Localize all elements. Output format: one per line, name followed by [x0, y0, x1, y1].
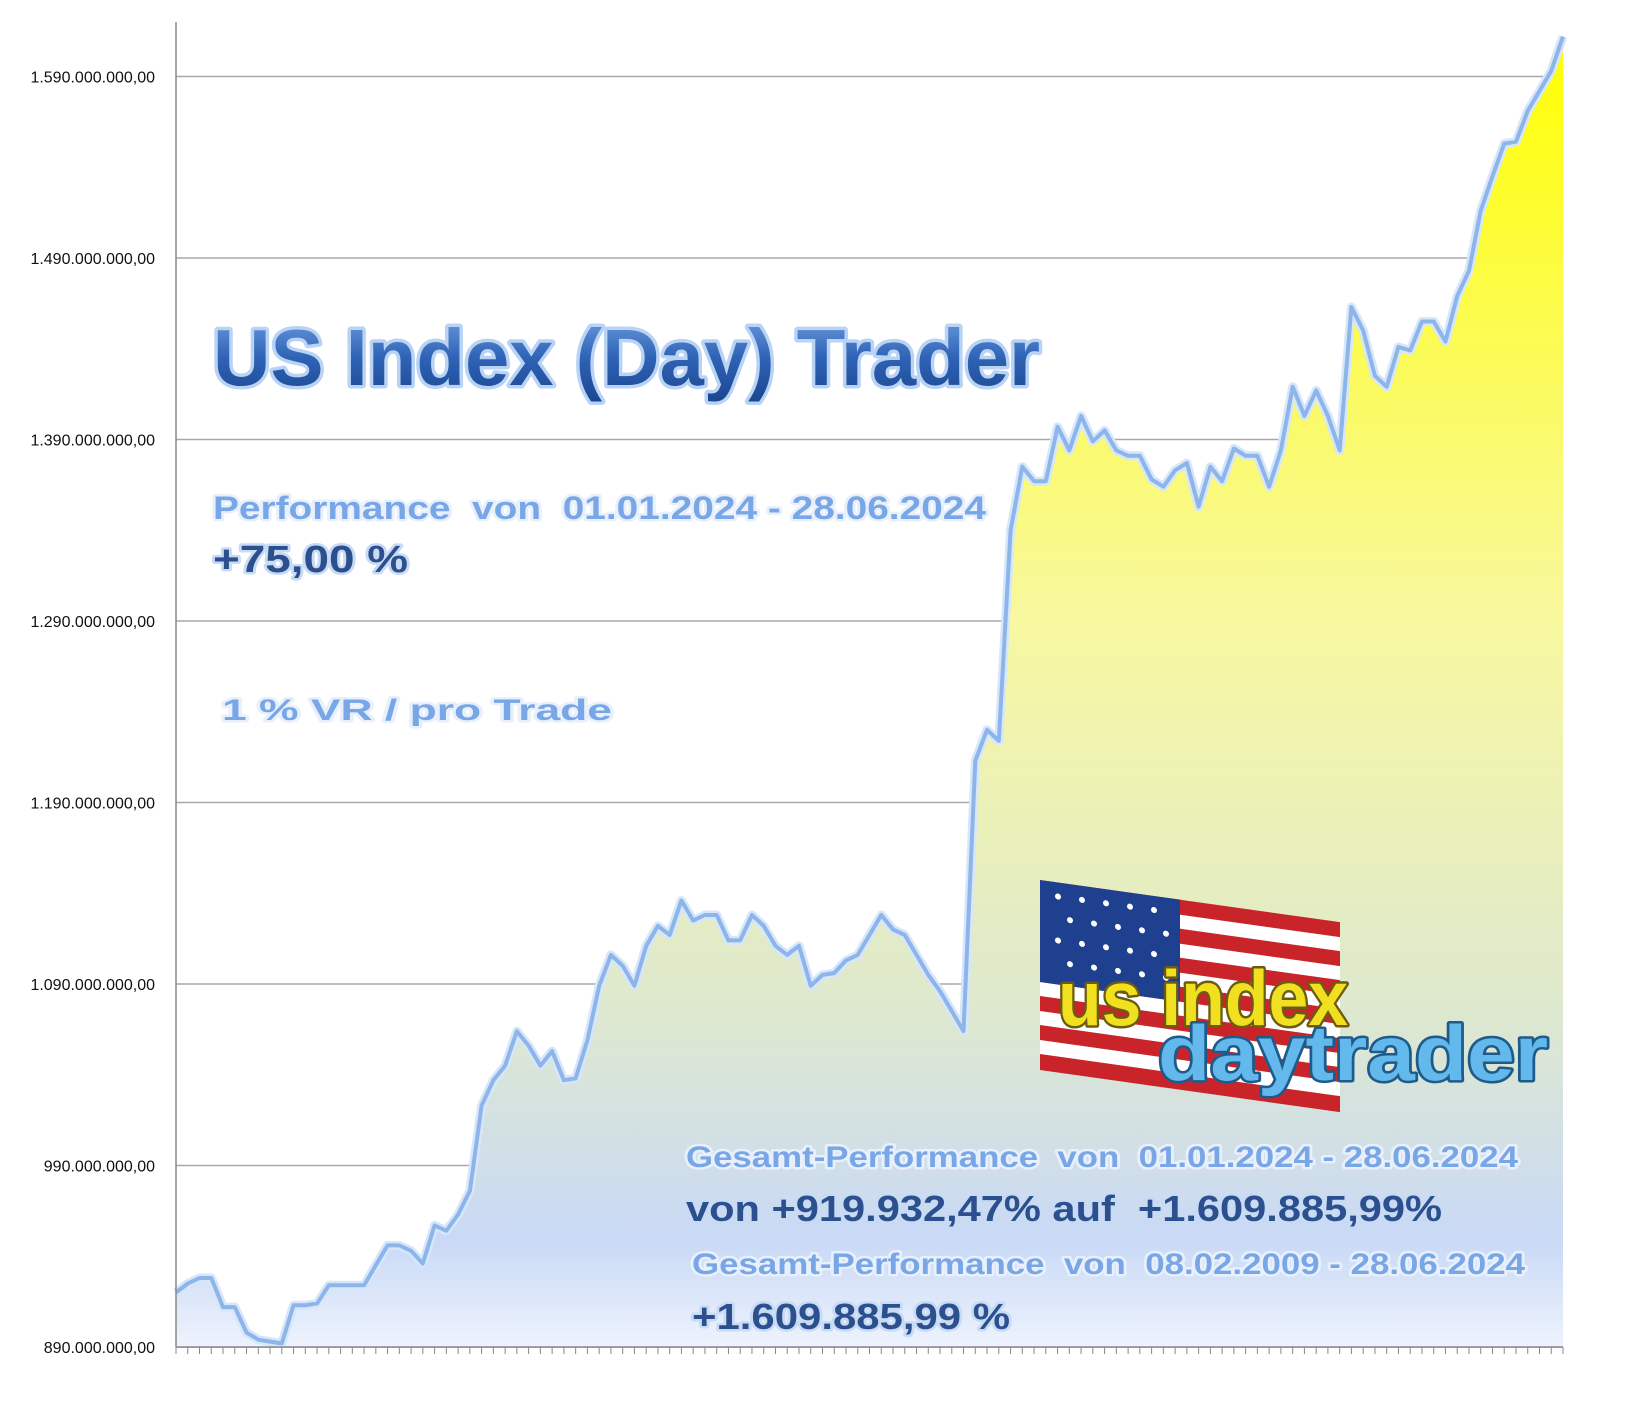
annotation: Gesamt-Performance von 01.01.2024 - 28.0… — [686, 1141, 1518, 1174]
y-tick-label: 890.000.000,00 — [44, 1340, 155, 1357]
y-tick-label: 1.590.000.000,00 — [30, 69, 155, 86]
annotation: +75,00 % — [213, 539, 408, 581]
annotation: us index — [1058, 954, 1348, 1042]
annotation: Performance von 01.01.2024 - 28.06.2024 — [213, 490, 986, 526]
annotations: US Index (Day) Trader Performance von 01.… — [210, 310, 1551, 1340]
chart-title: US Index (Day) Trader — [213, 313, 1040, 402]
y-tick-label: 1.190.000.000,00 — [30, 795, 155, 812]
annotation: 1 % VR / pro Trade — [222, 694, 612, 727]
y-tick-label: 1.390.000.000,00 — [30, 432, 155, 449]
annotation: von +919.932,47% auf +1.609.885,99% — [686, 1188, 1442, 1229]
y-tick-label: 1.090.000.000,00 — [30, 977, 155, 994]
y-tick-label: 1.490.000.000,00 — [30, 251, 155, 268]
annotation: Gesamt-Performance von 08.02.2009 - 28.0… — [692, 1248, 1525, 1281]
line — [174, 35, 1565, 1346]
y-tick-label: 1.290.000.000,00 — [30, 614, 155, 631]
annotation: daytrader — [1158, 1009, 1548, 1097]
y-tick-label: 990.000.000,00 — [44, 1158, 155, 1175]
annotation: +1.609.885,99 % — [692, 1296, 1010, 1337]
logo-flag — [1040, 880, 1340, 1113]
